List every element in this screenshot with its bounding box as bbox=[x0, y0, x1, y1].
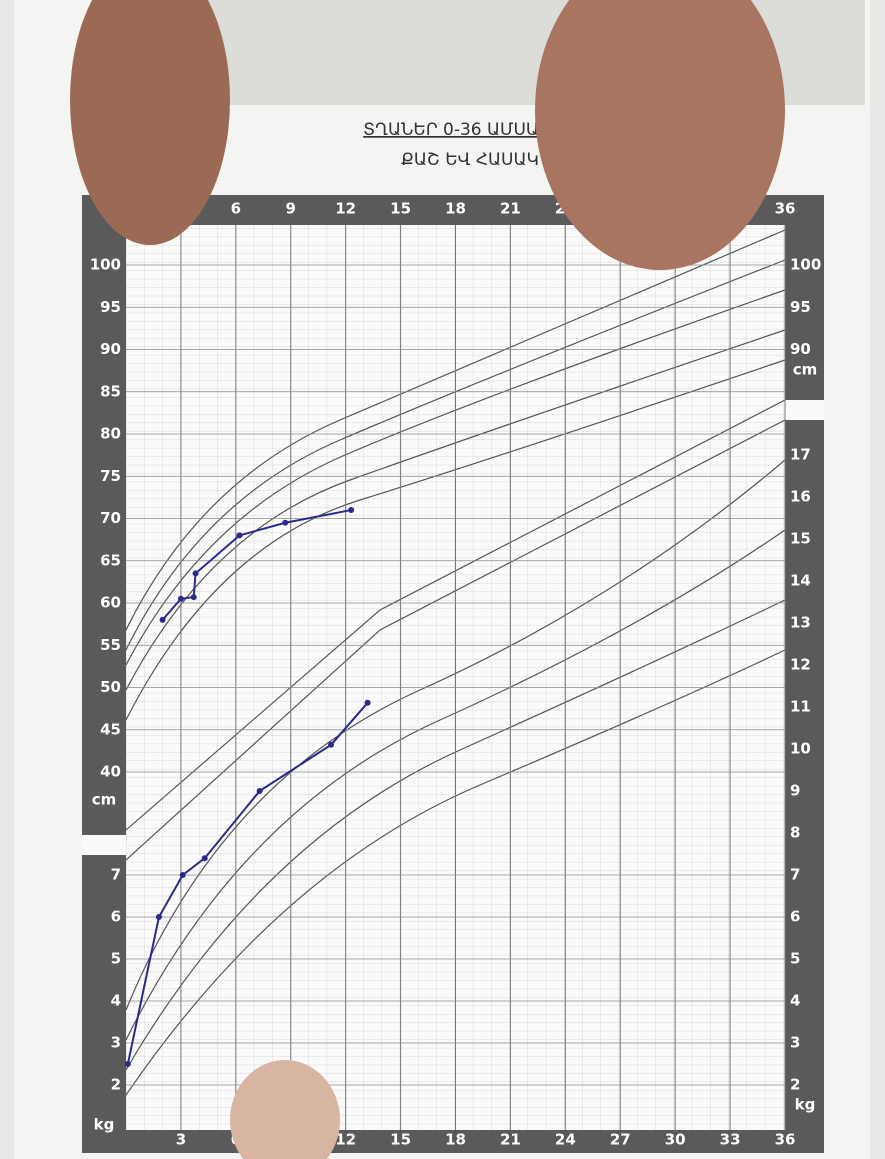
y-tick-label: 6 bbox=[111, 908, 121, 926]
y-tick-label: 4 bbox=[790, 992, 800, 1010]
x-tick-label-top: 21 bbox=[500, 200, 521, 218]
x-tick-label-top: 15 bbox=[390, 200, 411, 218]
data-point bbox=[282, 520, 288, 526]
y-tick-label: 14 bbox=[790, 572, 811, 590]
y-tick-label: 4 bbox=[111, 992, 121, 1010]
x-tick-label-top: 12 bbox=[335, 200, 356, 218]
y-tick-label: 3 bbox=[790, 1034, 800, 1052]
y-tick-label: 5 bbox=[111, 950, 121, 968]
y-tick-label: 11 bbox=[790, 698, 811, 716]
x-tick-label-bottom: 3 bbox=[176, 1131, 186, 1149]
data-point bbox=[160, 617, 166, 623]
y-tick-label: 90 bbox=[790, 340, 811, 358]
x-tick-label-bottom: 24 bbox=[555, 1131, 576, 1149]
y-tick-label: 75 bbox=[100, 467, 121, 485]
data-point bbox=[202, 855, 208, 861]
length-unit: cm bbox=[92, 791, 117, 809]
y-tick-label: 12 bbox=[790, 656, 811, 674]
axis-gap bbox=[82, 835, 126, 855]
y-tick-label: 50 bbox=[100, 678, 121, 696]
y-tick-label: 9 bbox=[790, 782, 800, 800]
y-tick-label: 15 bbox=[790, 530, 811, 548]
y-tick-label: 5 bbox=[790, 950, 800, 968]
data-point bbox=[180, 872, 186, 878]
y-tick-label: 16 bbox=[790, 488, 811, 506]
data-point bbox=[348, 507, 354, 513]
y-tick-label: 100 bbox=[90, 256, 121, 274]
data-point bbox=[193, 570, 199, 576]
y-tick-label: 2 bbox=[790, 1076, 800, 1094]
chart-subtitle: ՔԱՇ ԵՎ ՀԱՍԱԿ bbox=[401, 150, 539, 170]
y-tick-label: 45 bbox=[100, 720, 121, 738]
x-tick-label-top: 6 bbox=[231, 200, 241, 218]
y-tick-label: 95 bbox=[100, 298, 121, 316]
y-tick-label: 40 bbox=[100, 763, 121, 781]
x-tick-label-bottom: 18 bbox=[445, 1131, 466, 1149]
y-tick-label: 7 bbox=[790, 866, 800, 884]
x-tick-label-bottom: 27 bbox=[610, 1131, 631, 1149]
y-tick-label: 6 bbox=[790, 908, 800, 926]
photo: ՏՂԱՆԵՐ 0-36 ԱՄՍԱԿԱՆ ՔԱՇ ԵՎ ՀԱՍԱԿ cm cm k… bbox=[0, 0, 885, 1159]
x-tick-label-bottom: 15 bbox=[390, 1131, 411, 1149]
x-tick-label-top: 18 bbox=[445, 200, 466, 218]
y-tick-label: 80 bbox=[100, 425, 121, 443]
y-tick-label: 7 bbox=[111, 866, 121, 884]
x-tick-label-bottom: 33 bbox=[720, 1131, 741, 1149]
x-tick-label-bottom: 36 bbox=[775, 1131, 796, 1149]
data-point bbox=[365, 700, 371, 706]
axis-gap bbox=[785, 400, 824, 420]
data-point bbox=[191, 594, 197, 600]
y-tick-label: 55 bbox=[100, 636, 121, 654]
y-tick-label: 95 bbox=[790, 298, 811, 316]
y-tick-label: 13 bbox=[790, 614, 811, 632]
length-unit-right: cm bbox=[793, 361, 818, 379]
data-point bbox=[236, 532, 242, 538]
y-tick-label: 70 bbox=[100, 509, 121, 527]
y-tick-label: 10 bbox=[790, 740, 811, 758]
weight-unit-right: kg bbox=[795, 1096, 816, 1114]
data-point bbox=[125, 1061, 131, 1067]
data-point bbox=[257, 788, 263, 794]
data-point bbox=[178, 596, 184, 602]
weight-unit: kg bbox=[94, 1116, 115, 1134]
y-tick-label: 65 bbox=[100, 551, 121, 569]
x-tick-label-bottom: 30 bbox=[665, 1131, 686, 1149]
y-tick-label: 2 bbox=[111, 1076, 121, 1094]
y-tick-label: 90 bbox=[100, 340, 121, 358]
data-point bbox=[156, 914, 162, 920]
y-tick-label: 17 bbox=[790, 446, 811, 464]
y-tick-label: 100 bbox=[790, 256, 821, 274]
y-tick-label: 8 bbox=[790, 824, 800, 842]
y-tick-label: 85 bbox=[100, 382, 121, 400]
x-tick-label-top: 36 bbox=[775, 200, 796, 218]
x-tick-label-top: 9 bbox=[286, 200, 296, 218]
data-point bbox=[328, 742, 334, 748]
y-tick-label: 3 bbox=[111, 1034, 121, 1052]
y-tick-label: 60 bbox=[100, 594, 121, 612]
x-tick-label-bottom: 21 bbox=[500, 1131, 521, 1149]
